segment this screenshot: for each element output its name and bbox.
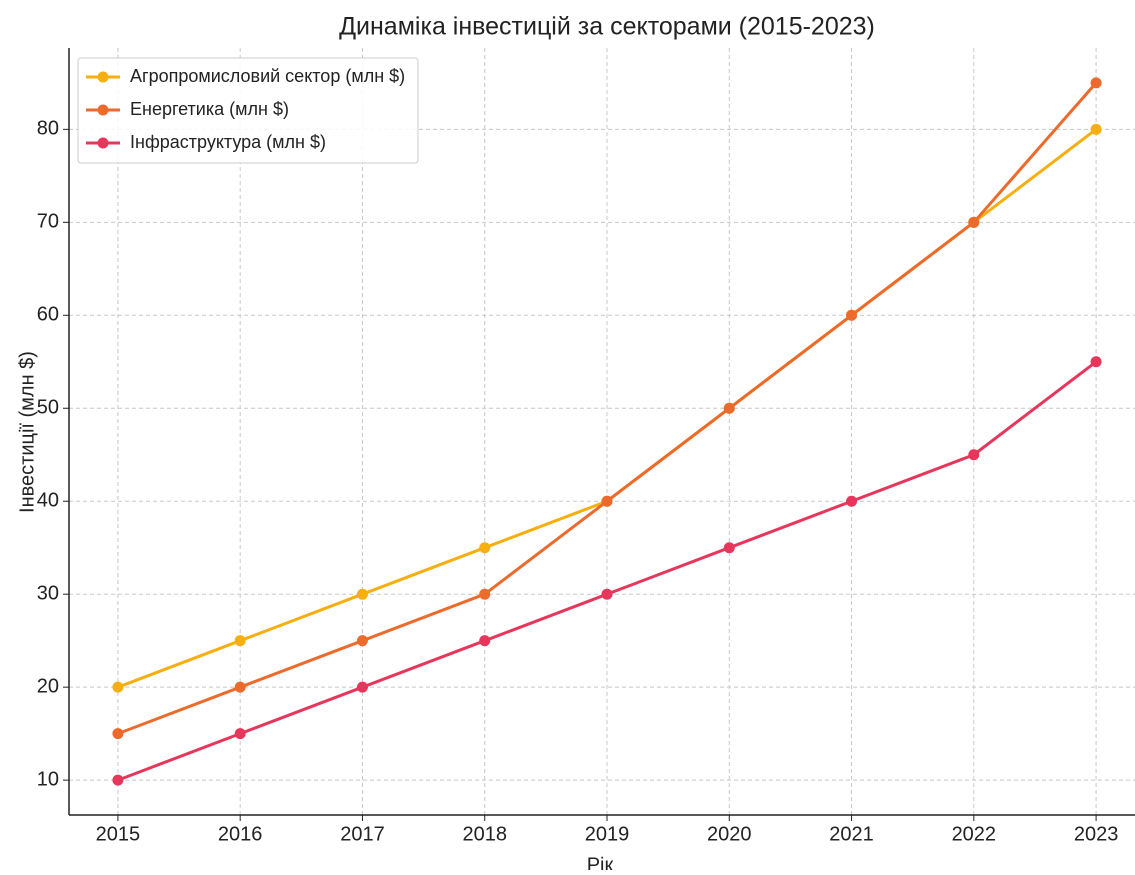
data-point [479,542,491,554]
data-point [1090,123,1102,135]
legend-marker [97,71,109,83]
series-line [117,360,1097,782]
x-tick-label: 2021 [829,823,874,845]
data-point [723,402,735,414]
x-tick-label: 2020 [707,823,752,845]
data-point [112,681,124,693]
legend-label: Інфраструктура (млн $) [130,132,326,152]
legend-label: Енергетика (млн $) [130,99,289,119]
legend: Агропромисловий сектор (млн $) Енергетика… [77,57,419,164]
y-tick-label: 60 [37,304,59,326]
legend-marker [97,137,109,149]
y-tick-label: 30 [37,582,59,604]
y-axis-label: Інвестиції (млн $) [16,351,38,513]
data-point [479,635,491,647]
y-tick-label: 40 [37,490,59,512]
data-point [112,728,124,740]
x-axis-label: Рік [587,854,614,870]
data-point [356,588,368,600]
data-point [1090,356,1102,368]
x-tick-label: 2018 [462,823,507,845]
x-tick-label: 2015 [96,823,141,845]
data-point [723,542,735,554]
y-tick-label: 70 [37,211,59,233]
data-point [968,449,980,461]
y-tick-label: 50 [37,397,59,419]
x-tick-label: 2022 [952,823,997,845]
y-tick-label: 20 [37,675,59,697]
data-point [601,495,613,507]
legend-label: Агропромисловий сектор (млн $) [130,66,405,86]
y-tick-label: 80 [37,118,59,140]
chart-title: Динаміка інвестицій за секторами (2015-2… [339,13,875,41]
x-tick-label: 2017 [340,823,385,845]
data-point [356,635,368,647]
legend-box [77,57,419,164]
y-tick-label: 10 [37,768,59,790]
data-point [968,216,980,228]
x-tick-label: 2019 [585,823,630,845]
data-point [479,588,491,600]
data-point [356,681,368,693]
legend-marker [97,104,109,116]
data-point [234,681,246,693]
data-point [234,635,246,647]
data-point [846,309,858,321]
data-point [1090,77,1102,89]
data-point [112,774,124,786]
x-tick-label: 2016 [218,823,263,845]
x-tick-label: 2023 [1074,823,1119,845]
data-point [601,588,613,600]
data-point [846,495,858,507]
data-point [234,728,246,740]
